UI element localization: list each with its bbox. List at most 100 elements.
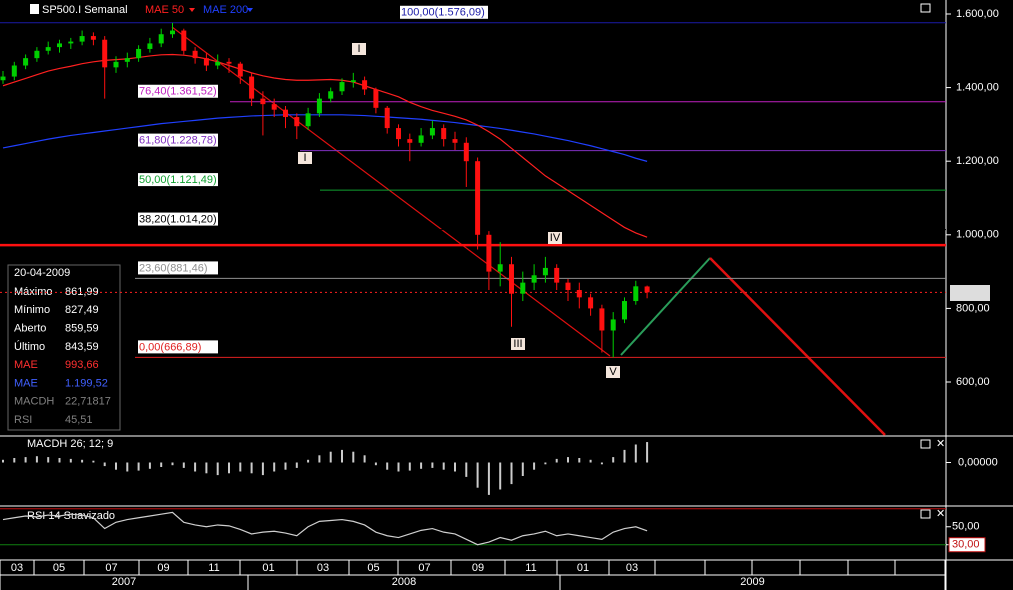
info-label: Aberto [14,323,46,335]
x-tick-label: 11 [208,562,219,574]
candle-body [283,109,288,118]
x-year-label: 2009 [740,576,764,588]
x-tick-label: 03 [626,562,638,574]
candle-body [497,264,503,272]
candle-body [215,61,221,66]
y-tick-label: 0,00000 [958,456,998,468]
candle-body [554,267,560,283]
info-label: RSI [14,414,32,426]
symbol[interactable]: SP500.I Semanal [42,4,128,16]
maximize-button[interactable] [920,509,931,519]
info-value: 859,59 [65,323,99,335]
candle-body [23,58,29,66]
fib-label: 0,00(666,89) [139,341,201,353]
fib-label-bg [138,212,218,226]
candle-body [362,80,368,90]
fib-label-bg [138,173,218,187]
fib-label-bg [400,5,488,19]
maximize-button[interactable] [920,439,931,449]
wave-label-bg [511,338,525,350]
candle-body [339,82,345,92]
x-tick-label: 09 [157,562,169,574]
wave-label: I [303,152,306,164]
wave-label-bg [548,232,562,244]
candle-body [396,128,401,140]
candle-body [260,98,266,105]
macdh-title[interactable]: MACDH 26; 12; 9 [27,438,113,450]
x-tick-label: 07 [105,562,117,574]
fib-label-bg [138,133,218,147]
candle-body [576,290,582,298]
y-tick-label: 1.400,00 [956,81,999,93]
fib-label: 76,40(1.361,52) [139,86,217,98]
rsi-title[interactable]: RSI 14 Suavizado [27,510,115,522]
trend-line [171,26,611,357]
fib-label: 38,20(1.014,20) [139,213,217,225]
candle-body [475,161,481,235]
rsi-line [2,511,648,546]
candle-body [373,89,379,108]
info-value: 827,49 [65,304,99,316]
candle-body [124,58,130,62]
projection-line [709,257,886,436]
info-label: Máximo [14,286,53,298]
info-value: 22,71817 [65,396,111,408]
fib-label: 100,00(1.576,09) [401,7,485,19]
y-tick-label: 600,00 [956,376,990,388]
info-label: Mínimo [14,304,50,316]
wave-label-bg [352,43,366,55]
y-tick-label: 1.000,00 [956,229,999,241]
wave-label: V [609,366,617,378]
wave-label: IV [550,232,561,244]
wave-label: I [357,43,360,55]
dropdown-arrow [189,8,195,12]
candle-body [588,297,594,309]
fib-label-bg [138,84,218,98]
candle-body [441,128,447,140]
x-tick-label: 05 [53,562,65,574]
candle-body [192,50,198,59]
y-tick-label: 1.600,00 [956,8,999,20]
candle-body [565,282,571,290]
fib-label-bg [138,340,218,354]
y-tick-label: 800,00 [956,302,990,314]
candle-body [429,128,435,136]
info-date: 20-04-2009 [14,267,70,279]
candle-body [418,135,424,143]
close-button[interactable]: ✕ [936,508,945,520]
y-tick-label: 30,00 [952,539,980,551]
candle-body [599,308,605,331]
candle-body [350,80,356,83]
x-tick-label: 03 [11,562,23,574]
candle-body [520,282,526,294]
maximize-button[interactable] [920,3,931,13]
info-label: MAE [14,377,38,389]
y-tick-label: 50,00 [952,521,980,533]
candle-body [249,76,255,99]
x-tick-label: 07 [418,562,430,574]
candle-body [509,264,514,294]
candle-body [113,61,119,68]
candle-body [226,61,232,64]
candle-body [203,58,209,66]
info-label: Último [14,340,45,353]
candle-body [305,113,311,127]
x-tick-label: 11 [525,562,536,574]
x-year-label: 2008 [392,576,416,588]
candle-body [644,286,650,293]
indicator-label[interactable]: MAE 50 [145,4,184,16]
candle-body [57,43,62,48]
projection-line [620,257,711,356]
candle-body [45,47,51,51]
close-button[interactable]: ✕ [936,438,945,450]
indicator-label[interactable]: MAE 200 [203,4,248,16]
candle-body [542,267,548,276]
candle-body [34,50,40,59]
x-tick-label: 01 [577,562,589,574]
candle-body [452,139,458,143]
candle-body [531,275,537,283]
mae200-line [2,114,648,162]
